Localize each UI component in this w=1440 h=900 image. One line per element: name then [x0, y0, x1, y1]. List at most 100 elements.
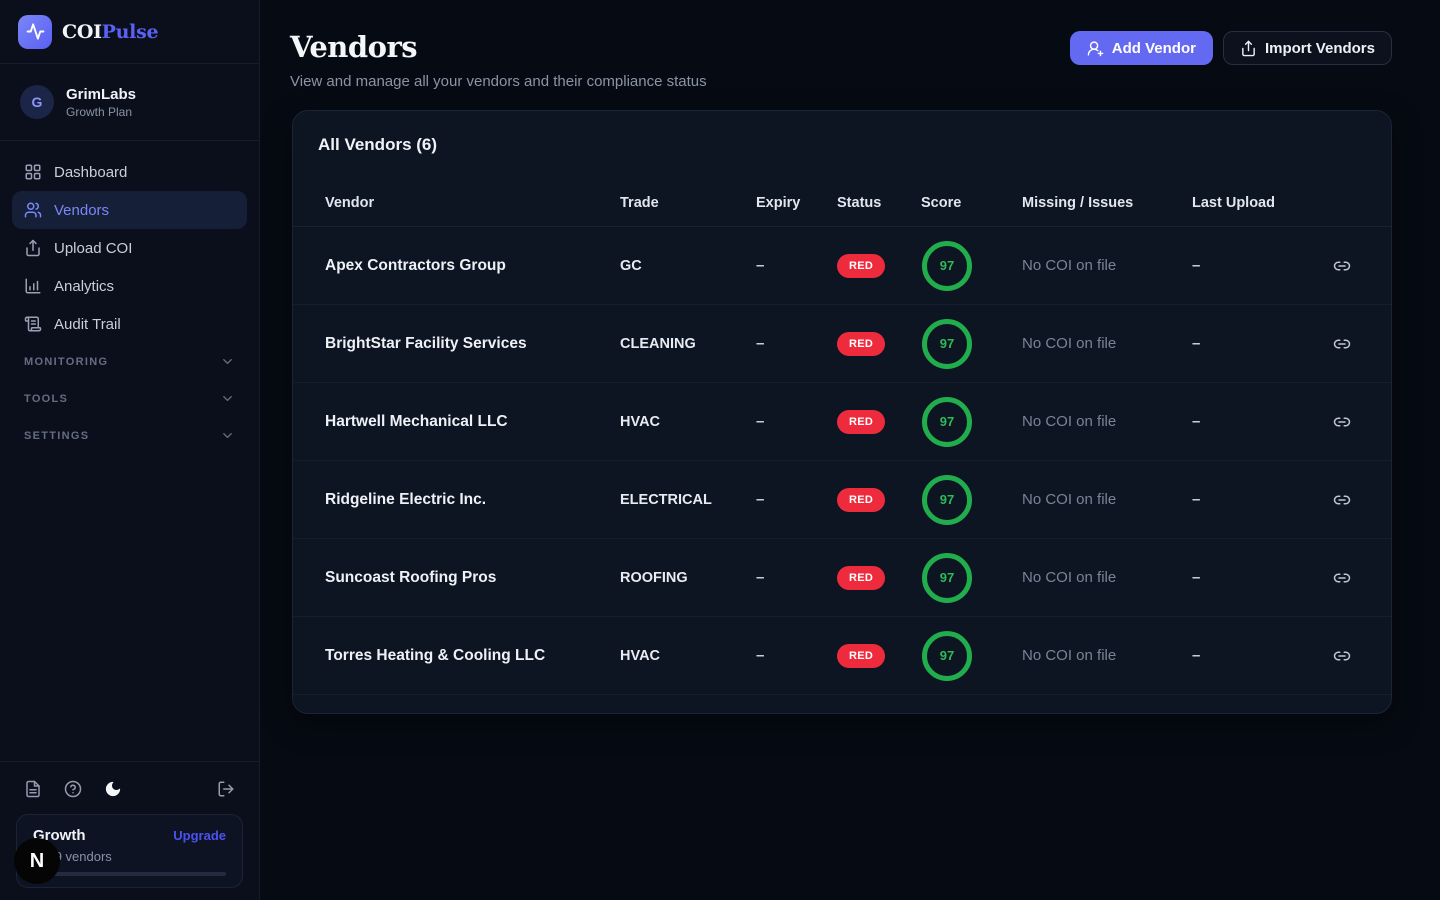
sidebar-nav: Dashboard Vendors Upload COI Analytics A…: [0, 141, 259, 761]
last-upload-cell: –: [1192, 257, 1201, 274]
status-cell: RED: [837, 253, 921, 278]
status-badge: RED: [837, 487, 886, 512]
add-vendor-button[interactable]: Add Vendor: [1069, 31, 1213, 65]
expiry-cell: –: [756, 413, 765, 430]
grid-icon: [24, 163, 42, 181]
score-ring: 97: [922, 630, 972, 681]
status-badge: RED: [837, 643, 886, 668]
expiry-cell: –: [756, 335, 765, 352]
page-subtitle: View and manage all your vendors and the…: [290, 73, 707, 90]
user-profile: G GrimLabs Growth Plan: [0, 64, 259, 141]
sidebar-item-dashboard[interactable]: Dashboard: [12, 153, 247, 191]
sidebar-section-label: TOOLS: [24, 392, 69, 405]
vendor-name-cell: Apex Contractors Group: [325, 256, 506, 274]
chevron-down-icon: [220, 391, 235, 406]
link-icon[interactable]: [1333, 257, 1351, 275]
sidebar-section-settings[interactable]: SETTINGS: [12, 417, 247, 454]
column-header-status: Status: [837, 194, 882, 211]
upload-icon: [1240, 40, 1257, 57]
trade-cell: ROOFING: [620, 569, 688, 586]
last-upload-cell: –: [1192, 647, 1201, 664]
card-title: All Vendors (6): [318, 135, 438, 154]
trade-cell: CLEANING: [620, 335, 696, 352]
column-header-last-upload: Last Upload: [1192, 194, 1275, 211]
sidebar-footer: Growth Upgrade 9999 vendors N: [0, 761, 259, 900]
score-ring: 97: [922, 318, 972, 369]
trade-cell: ELECTRICAL: [620, 491, 712, 508]
chevron-down-icon: [220, 354, 235, 369]
score-ring: 97: [922, 552, 972, 603]
score-ring: 97: [922, 474, 972, 525]
sidebar-item-vendors[interactable]: Vendors: [12, 191, 247, 229]
expiry-cell: –: [756, 647, 765, 664]
score-ring: 97: [922, 396, 972, 447]
link-icon[interactable]: [1333, 569, 1351, 587]
table-row[interactable]: Torres Heating & Cooling LLC HVAC – RED …: [293, 617, 1391, 695]
missing-issues-cell: No COI on file: [1022, 647, 1117, 664]
sidebar-item-audit-trail[interactable]: Audit Trail: [12, 305, 247, 343]
table-row[interactable]: Apex Contractors Group GC – RED 97 No CO…: [293, 227, 1391, 305]
status-cell: RED: [837, 643, 921, 668]
file-text-icon[interactable]: [24, 780, 42, 798]
trade-cell: HVAC: [620, 647, 661, 664]
activity-pulse-icon: [26, 23, 44, 40]
upgrade-link[interactable]: Upgrade: [173, 828, 226, 843]
n-badge: N: [14, 838, 60, 884]
logout-icon[interactable]: [217, 780, 235, 798]
trade-cell: HVAC: [620, 413, 661, 430]
help-icon[interactable]: [64, 780, 82, 798]
status-cell: RED: [837, 331, 921, 356]
brand-name-suffix: Pulse: [101, 20, 159, 43]
link-icon[interactable]: [1333, 413, 1351, 431]
avatar: G: [20, 85, 54, 119]
actions-cell: [1312, 569, 1367, 587]
sidebar-item-upload-coi[interactable]: Upload COI: [12, 229, 247, 267]
column-header-score: Score: [921, 194, 962, 211]
score-ring: 97: [922, 240, 972, 291]
plan-progress-bar: [33, 872, 226, 876]
score-cell: 97: [921, 474, 1022, 525]
score-cell: 97: [921, 552, 1022, 603]
column-header-missing-issues: Missing / Issues: [1022, 194, 1134, 211]
brand-logo-icon: [18, 14, 52, 49]
status-badge: RED: [837, 409, 886, 434]
users-icon: [24, 201, 42, 219]
column-header-trade: Trade: [620, 194, 659, 211]
link-icon[interactable]: [1333, 491, 1351, 509]
sidebar-item-label: Upload COI: [54, 239, 133, 257]
link-icon[interactable]: [1333, 647, 1351, 665]
sidebar-item-label: Audit Trail: [54, 315, 121, 333]
vendor-name-cell: BrightStar Facility Services: [325, 334, 527, 352]
actions-cell: [1312, 335, 1367, 353]
sidebar-section-label: SETTINGS: [24, 429, 90, 442]
bar-chart-icon: [24, 277, 42, 295]
page-title: Vendors: [290, 30, 418, 64]
missing-issues-cell: No COI on file: [1022, 257, 1117, 274]
moon-icon[interactable]: [104, 780, 122, 798]
sidebar-section-tools[interactable]: TOOLS: [12, 380, 247, 417]
plan-row: Growth Upgrade: [33, 827, 226, 844]
vendor-name-cell: Hartwell Mechanical LLC: [325, 412, 508, 430]
table-row[interactable]: Ridgeline Electric Inc. ELECTRICAL – RED…: [293, 461, 1391, 539]
link-icon[interactable]: [1333, 335, 1351, 353]
missing-issues-cell: No COI on file: [1022, 335, 1117, 352]
sidebar-item-label: Analytics: [54, 277, 115, 295]
plan-card: Growth Upgrade 9999 vendors N: [14, 814, 243, 888]
score-cell: 97: [921, 240, 1022, 291]
header-actions: Add Vendor Import Vendors: [1069, 30, 1392, 65]
sidebar: COIPulse G GrimLabs Growth Plan Dashboar…: [0, 0, 260, 900]
last-upload-cell: –: [1192, 491, 1201, 508]
table-row[interactable]: Hartwell Mechanical LLC HVAC – RED 97 No…: [293, 383, 1391, 461]
sidebar-section-monitoring[interactable]: MONITORING: [12, 343, 247, 380]
import-vendors-button[interactable]: Import Vendors: [1222, 31, 1392, 65]
trade-cell: GC: [620, 257, 642, 274]
expiry-cell: –: [756, 257, 765, 274]
footer-icon-row: [16, 776, 243, 814]
sidebar-item-analytics[interactable]: Analytics: [12, 267, 247, 305]
scroll-icon: [24, 315, 42, 333]
score-cell: 97: [921, 396, 1022, 447]
upload-icon: [24, 239, 42, 257]
missing-issues-cell: No COI on file: [1022, 569, 1117, 586]
table-row[interactable]: BrightStar Facility Services CLEANING – …: [293, 305, 1391, 383]
table-row[interactable]: Suncoast Roofing Pros ROOFING – RED 97 N…: [293, 539, 1391, 617]
